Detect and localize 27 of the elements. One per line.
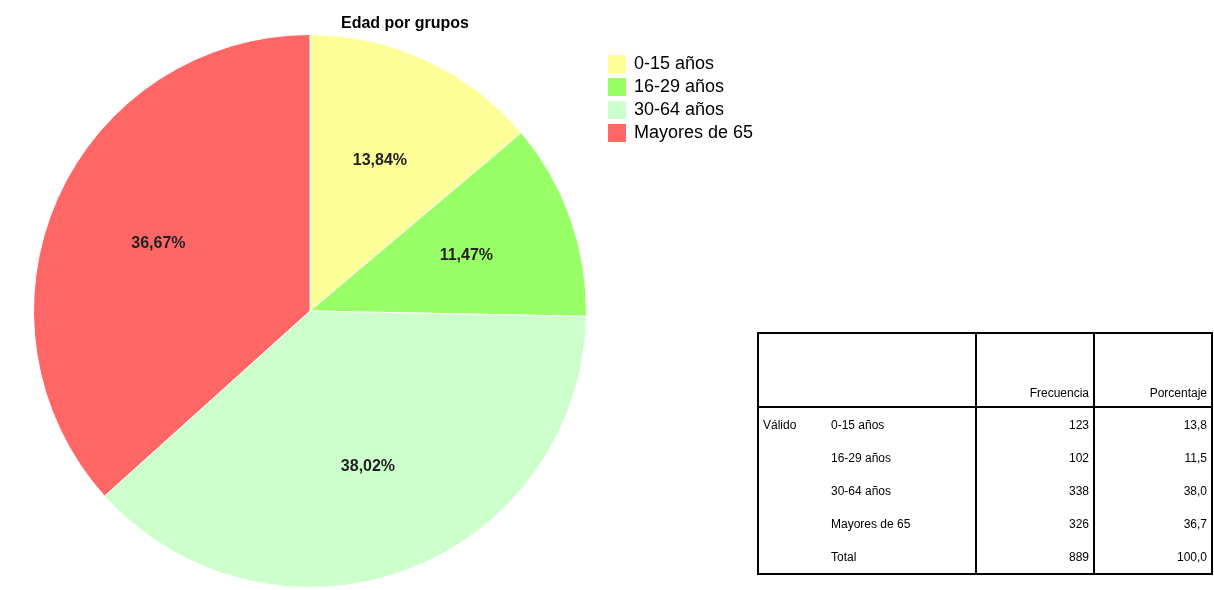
legend-label: 30-64 años — [634, 99, 725, 120]
category-label: 30-64 años — [830, 482, 893, 500]
data-label: 326 — [976, 507, 1094, 540]
legend-label: Mayores de 65 — [634, 122, 754, 143]
data-label: 38,02% — [340, 456, 396, 474]
data-label: 11,5 — [1094, 441, 1212, 474]
text: Frecuencia — [976, 333, 1094, 407]
category-label: Total — [830, 548, 858, 566]
data-label: 100,0 — [1094, 540, 1212, 574]
chart-title: Edad por grupos — [340, 14, 470, 32]
text: Válido — [762, 416, 798, 434]
data-label: 338 — [976, 474, 1094, 507]
data-label: 38,0 — [1094, 474, 1212, 507]
data-label: 13,8 — [1094, 407, 1212, 441]
data-label: 11,47% — [439, 245, 494, 263]
legend-label: 0-15 años — [634, 53, 715, 74]
category-label: Mayores de 65 — [830, 515, 912, 533]
text: Porcentaje — [1094, 333, 1212, 407]
data-label: 102 — [976, 441, 1094, 474]
data-label: 13,84% — [352, 150, 408, 168]
category-label: 16-29 años — [830, 449, 893, 467]
category-label: 0-15 años — [830, 416, 886, 434]
data-label: 36,7 — [1094, 507, 1212, 540]
legend-label: 16-29 años — [634, 76, 725, 97]
data-label: 123 — [976, 407, 1094, 441]
data-label: 36,67% — [131, 233, 186, 251]
data-label: 889 — [976, 540, 1094, 574]
